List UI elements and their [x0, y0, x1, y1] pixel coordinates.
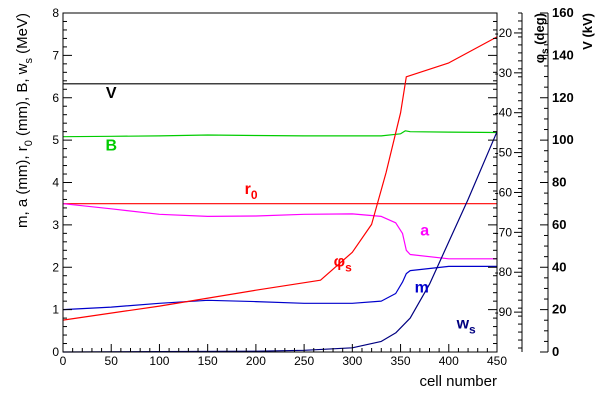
- phi-tick-label: -80: [495, 265, 513, 279]
- y-left-tick-label: 5: [52, 133, 59, 147]
- series-line-2: [62, 130, 498, 138]
- plot-frame-rect: [62, 12, 498, 353]
- series-line-7: [62, 36, 498, 321]
- x-tick-label: 0: [60, 354, 67, 368]
- phi-tick-label: -40: [495, 106, 513, 120]
- y-left-tick-label: 3: [52, 218, 59, 232]
- x-tick-label: 350: [391, 354, 411, 368]
- x-tick-label: 200: [246, 354, 266, 368]
- phi-axis-label: φs (deg): [532, 13, 551, 63]
- x-tick-label: 50: [105, 354, 119, 368]
- v-tick-label: 120: [552, 90, 574, 105]
- series-label-1: V: [106, 85, 117, 102]
- series-line-5: [62, 265, 497, 311]
- x-tick-label: 250: [294, 354, 314, 368]
- phi-tick-label: -20: [495, 26, 513, 40]
- v-tick-label: 0: [552, 344, 559, 359]
- x-axis-label: cell number: [419, 373, 497, 390]
- plot-frame: [62, 12, 498, 353]
- phi-tick-label: -60: [495, 185, 513, 199]
- series-label-6: ws: [456, 316, 476, 337]
- series-label-2: B: [105, 138, 117, 155]
- v-tick-label: 100: [552, 132, 574, 147]
- x-tick-label: 100: [149, 354, 169, 368]
- y-left-tick-label: 7: [52, 48, 59, 62]
- series-line-4: [62, 203, 497, 260]
- phi-tick-label: -50: [495, 146, 513, 160]
- x-tick-label: 300: [342, 354, 362, 368]
- series-layer: [62, 36, 498, 353]
- phi-tick-label: -70: [495, 225, 513, 239]
- series-line-6: [62, 131, 498, 353]
- series-label-7: φs: [334, 253, 352, 274]
- series-labels-layer: V Br0 a m ws φs: [105, 85, 476, 337]
- v-tick-label: 80: [552, 175, 566, 190]
- series-label-4: a: [420, 222, 429, 239]
- phi-tick-label: -30: [495, 66, 513, 80]
- y-left-tick-label: 4: [52, 176, 59, 190]
- y-left-tick-label: 6: [52, 91, 59, 105]
- y-left-tick-label: 8: [52, 6, 59, 20]
- y-left-tick-label: 2: [52, 260, 59, 274]
- phi-tick-label: -90: [495, 305, 513, 319]
- v-tick-label: 140: [552, 47, 574, 62]
- y-left-tick-label: 0: [52, 345, 59, 359]
- x-tick-label: 450: [487, 354, 507, 368]
- v-tick-label: 60: [552, 217, 566, 232]
- series-label-5: m: [415, 280, 429, 297]
- y-left-axis-label: m, a (mm), r0 (mm), B, ws (MeV): [14, 13, 35, 228]
- v-tick-label: 20: [552, 302, 566, 317]
- y-left-tick-label: 1: [52, 303, 59, 317]
- series-label-3: r0: [245, 181, 258, 202]
- x-tick-label: 400: [439, 354, 459, 368]
- v-tick-label: 40: [552, 259, 566, 274]
- v-tick-label: 160: [552, 5, 574, 20]
- v-axis-label: V (kV): [580, 13, 595, 50]
- x-tick-label: 150: [198, 354, 218, 368]
